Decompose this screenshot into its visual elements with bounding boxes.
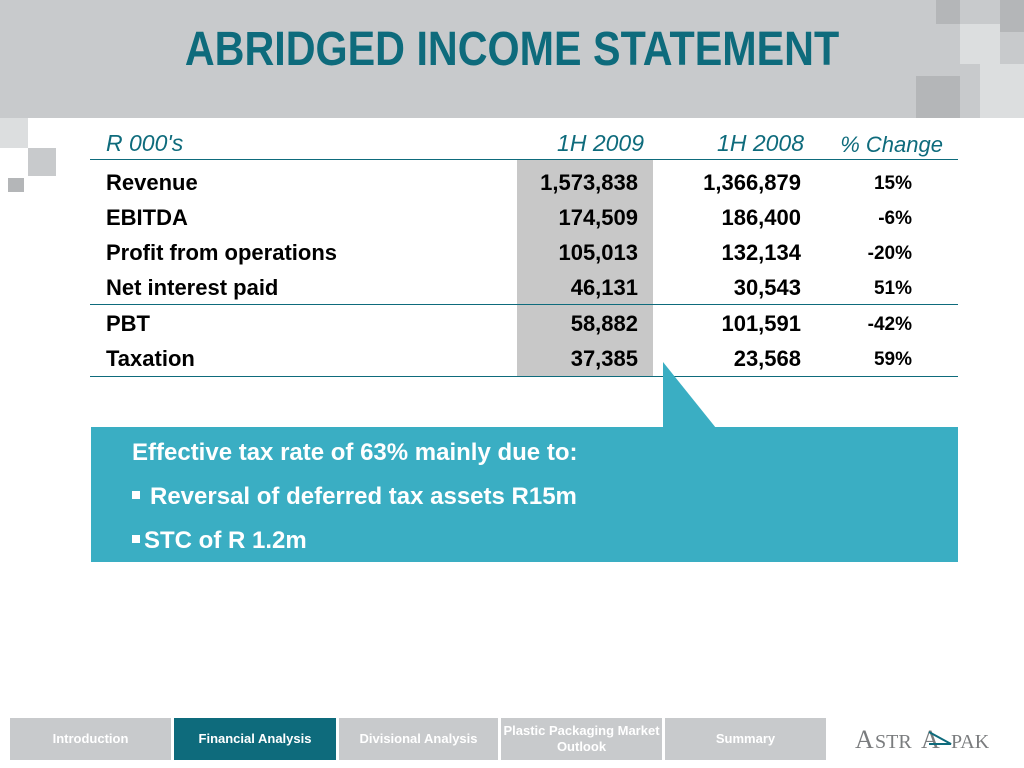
table-row: Profit from operations 105,013 132,134 -… (90, 240, 958, 275)
callout-heading: Effective tax rate of 63% mainly due to: (132, 439, 578, 466)
row-label: PBT (106, 311, 150, 336)
nav-tab-introduction[interactable]: Introduction (10, 718, 171, 760)
callout-bullet: Reversal of deferred tax assets R15m (132, 483, 577, 511)
deco-square (936, 0, 960, 24)
header-label: R 000's (106, 130, 184, 156)
deco-square (916, 76, 960, 118)
deco-square (980, 64, 1024, 118)
deco-square (8, 178, 24, 192)
row-1h-2008: 23,568 (733, 346, 801, 371)
bullet-icon (132, 534, 140, 543)
callout-bullet: STC of R 1.2m (132, 527, 307, 555)
table-row: PBT 58,882 101,591 -42% (90, 311, 958, 346)
table-divider (90, 159, 958, 160)
row-1h-2009: 46,131 (570, 275, 638, 300)
svg-text:A: A (855, 725, 874, 754)
row-pct-change: -20% (867, 243, 912, 264)
row-1h-2008: 132,134 (721, 240, 801, 265)
callout-bullet-text: Reversal of deferred tax assets R15m (150, 483, 577, 510)
deco-square (28, 148, 56, 176)
row-pct-change: 51% (873, 278, 912, 299)
deco-square (1000, 0, 1024, 32)
h1-2009-column-highlight (517, 160, 653, 376)
row-1h-2009: 105,013 (558, 240, 638, 265)
deco-square (960, 24, 1000, 64)
svg-text:STR: STR (875, 731, 912, 753)
row-1h-2009: 1,573,838 (540, 170, 638, 195)
row-label: EBITDA (106, 205, 188, 230)
nav-tab-financial-analysis[interactable]: Financial Analysis (174, 718, 336, 760)
page-title: ABRIDGED INCOME STATEMENT (184, 23, 840, 76)
deco-square (0, 118, 28, 148)
tax-rate-callout: Effective tax rate of 63% mainly due to:… (91, 427, 958, 562)
row-label: Revenue (106, 170, 198, 195)
row-1h-2009: 174,509 (558, 205, 638, 230)
bullet-icon (132, 490, 140, 499)
callout-bullet-text: STC of R 1.2m (144, 527, 307, 554)
table-header-row: R 000's 1H 2009 1H 2008 % Change (90, 122, 958, 159)
row-label: Net interest paid (106, 275, 279, 300)
row-1h-2008: 30,543 (733, 275, 801, 300)
svg-text:PAK: PAK (951, 731, 990, 753)
table-divider (90, 304, 958, 305)
header-band (0, 0, 1024, 118)
row-1h-2008: 101,591 (721, 311, 801, 336)
header-pct-change: % Change (840, 132, 943, 157)
astrapak-logo: A STR A PAK (855, 725, 990, 754)
row-pct-change: 59% (873, 349, 912, 370)
row-1h-2008: 186,400 (721, 205, 801, 230)
table-row: EBITDA 174,509 186,400 -6% (90, 205, 958, 240)
row-pct-change: -6% (878, 208, 912, 229)
header-1h-2008: 1H 2008 (717, 130, 804, 156)
row-1h-2008: 1,366,879 (703, 170, 801, 195)
table-row: Net interest paid 46,131 30,543 51% (90, 275, 958, 310)
table-row: Revenue 1,573,838 1,366,879 15% (90, 170, 958, 205)
row-1h-2009: 58,882 (570, 311, 638, 336)
row-pct-change: 15% (873, 173, 912, 194)
svg-text:A: A (921, 725, 940, 754)
income-table: R 000's 1H 2009 1H 2008 % Change Revenue… (90, 122, 958, 377)
nav-tab-summary[interactable]: Summary (665, 718, 826, 760)
table-divider (90, 376, 958, 377)
header-1h-2009: 1H 2009 (557, 130, 644, 156)
row-1h-2009: 37,385 (570, 346, 638, 371)
row-label: Taxation (106, 346, 195, 371)
row-pct-change: -42% (867, 314, 912, 335)
row-label: Profit from operations (106, 240, 338, 265)
nav-tab-plastic-packaging-market-outlook[interactable]: Plastic Packaging Market Outlook (501, 718, 662, 760)
table-row: Taxation 37,385 23,568 59% (90, 346, 958, 381)
nav-tab-divisional-analysis[interactable]: Divisional Analysis (339, 718, 498, 760)
